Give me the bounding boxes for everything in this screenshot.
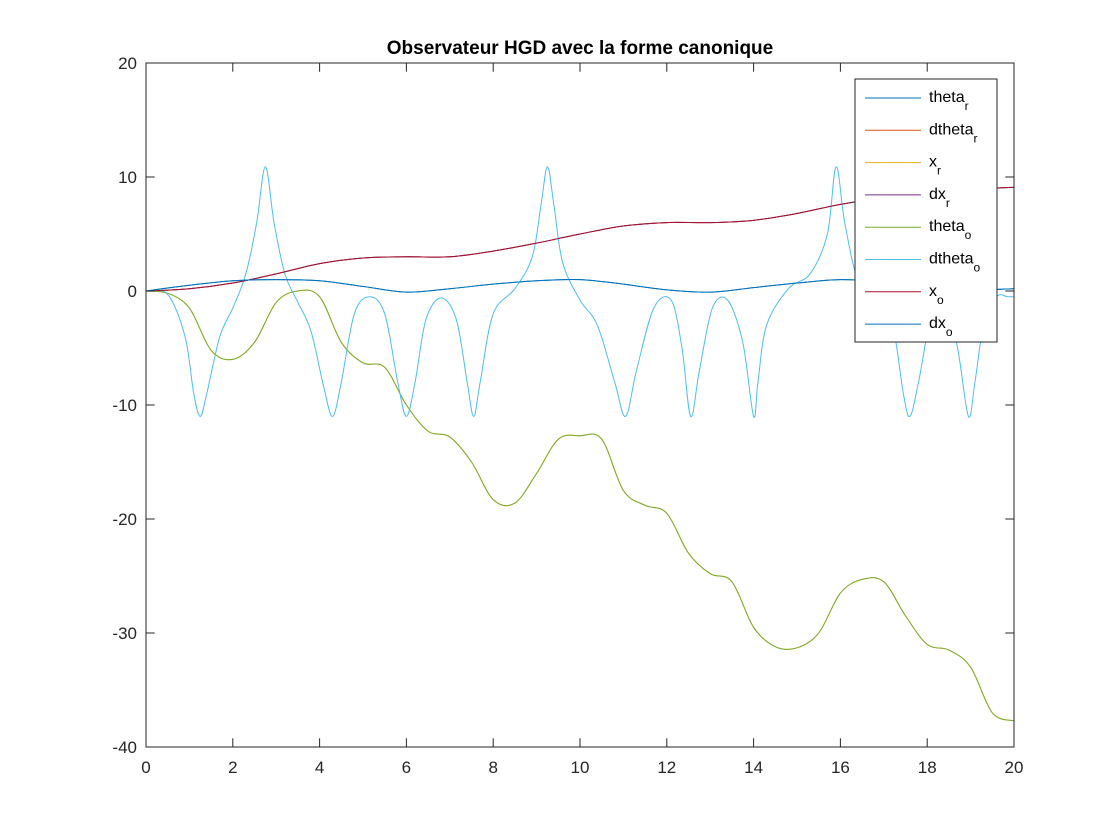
y-tick-label: 10 [118, 168, 137, 187]
chart-title: Observateur HGD avec la forme canonique [387, 38, 773, 59]
y-tick-label: 20 [118, 54, 137, 73]
x-tick-label: 12 [657, 758, 676, 777]
x-tick-label: 10 [571, 758, 590, 777]
y-tick-label: -30 [112, 624, 137, 643]
y-tick-label: -20 [112, 510, 137, 529]
x-tick-label: 6 [402, 758, 411, 777]
legend-box [854, 78, 998, 343]
legend-entry-label: dthetao [929, 251, 980, 275]
tick-layer: 0 2 4 6 8 10 12 14 16 18 20 20 10 0 -10 -20 -30 -40 [112, 54, 1023, 777]
x-tick-label: 8 [488, 758, 497, 777]
x-tick-label: 0 [141, 758, 150, 777]
x-tick-label: 2 [228, 758, 237, 777]
legend-entry-label: xr [929, 154, 941, 178]
legend-entry-label: thetar [929, 89, 969, 113]
legend-entry-label: thetao [929, 218, 972, 242]
x-tick-label: 14 [744, 758, 763, 777]
legend-entry-label: dxo [929, 315, 953, 339]
x-tick-label: 20 [1005, 758, 1024, 777]
y-tick-label: 0 [128, 282, 137, 301]
legend: thetar dthetar xr dxr thetao dthetao xo dxo [854, 78, 998, 343]
legend-entry-label: xo [929, 283, 944, 307]
series-line-theta-o [146, 289, 1014, 722]
legend-entry-label: dthetar [929, 121, 977, 145]
x-tick-label: 18 [918, 758, 937, 777]
x-tick-label: 16 [831, 758, 850, 777]
y-tick-label: -40 [112, 738, 137, 757]
y-tick-label: -10 [112, 396, 137, 415]
legend-entry-label: dxr [929, 186, 950, 210]
x-tick-label: 4 [315, 758, 324, 777]
